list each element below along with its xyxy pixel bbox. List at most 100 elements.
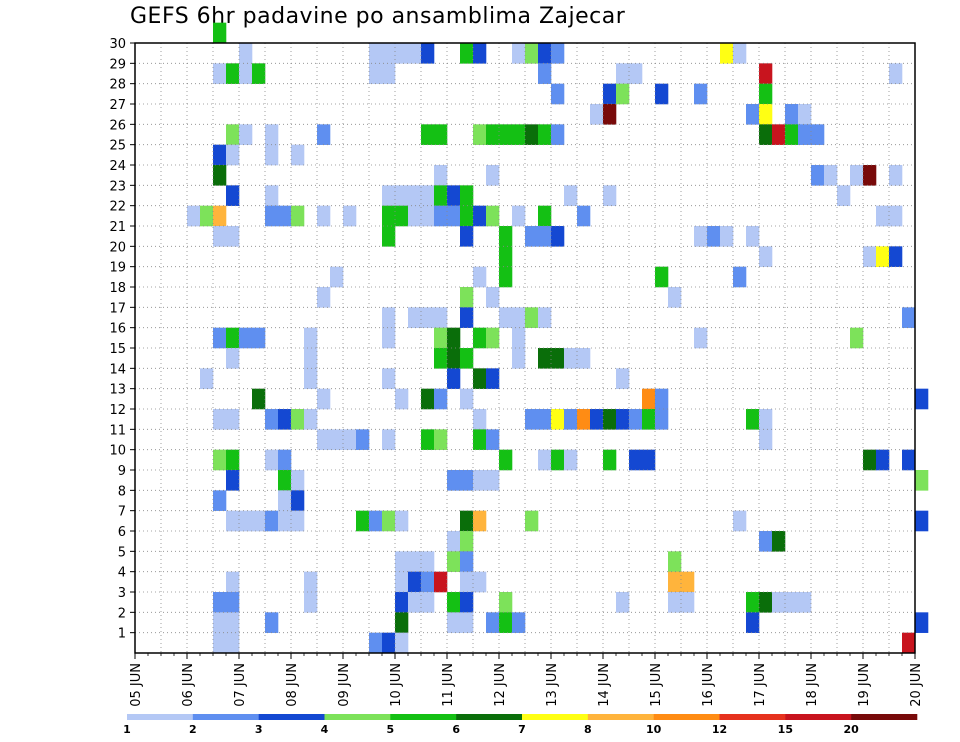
heatmap-cell [343,205,357,227]
heatmap-cell [395,612,409,633]
heatmap-cell [538,449,552,471]
heatmap-cell [265,510,279,532]
heatmap-cell [382,327,396,349]
heatmap-cell [317,388,331,410]
legend-swatch [851,714,918,720]
heatmap-cell [759,429,773,450]
heatmap-cell [551,348,565,369]
heatmap-cell [265,612,279,633]
heatmap-cell [213,144,227,166]
heatmap-cell [811,124,825,145]
heatmap-cell [317,429,331,450]
heatmap-cell [850,327,864,349]
heatmap-cell [512,348,526,369]
heatmap-cell [460,43,474,64]
heatmap-cell [486,368,500,389]
heatmap-cell [382,205,396,227]
heatmap-cell [603,83,617,105]
heatmap-cell [512,612,526,633]
y-tick-label: 1 [118,627,126,642]
heatmap-cell [486,165,500,186]
heatmap-cell [525,124,539,145]
heatmap-cell [655,409,669,430]
heatmap-cell [226,327,240,349]
heatmap-cell [525,409,539,430]
x-tick-label: 18 JUN [805,663,820,707]
heatmap-cell [759,104,773,125]
heatmap-cell [798,124,812,145]
heatmap-cell [577,205,591,227]
heatmap-cell [499,612,513,633]
heatmap-cell [239,327,253,349]
heatmap-cell [408,43,422,64]
heatmap-cell [603,449,617,471]
x-tick-label: 19 JUN [857,663,872,707]
heatmap-cell [278,490,292,511]
heatmap-cell [421,124,435,145]
heatmap-cell [304,368,318,389]
heatmap-cell [226,144,240,166]
heatmap-cell [811,165,825,186]
heatmap-cell [473,368,487,389]
heatmap-cell [616,83,630,105]
y-tick-label: 4 [118,566,126,581]
heatmap-cell [460,388,474,410]
heatmap-cell [278,470,292,491]
heatmap-cell [759,63,773,84]
heatmap-cell [434,124,448,145]
heatmap-cell [577,348,591,369]
legend-label: 20 [844,723,860,736]
heatmap-cell [252,63,266,84]
y-tick-label: 30 [109,37,126,52]
heatmap-cell [382,632,396,654]
heatmap-cell [538,307,552,328]
heatmap-cell [200,368,214,389]
legend-swatch [785,714,852,720]
y-tick-label: 12 [109,403,126,418]
heatmap-cell [525,43,539,64]
heatmap-cell [668,551,682,572]
heatmap-cell [733,510,747,532]
heatmap-cell [616,63,630,84]
legend-swatch [719,714,786,720]
heatmap-cell [460,205,474,227]
heatmap-cell [564,409,578,430]
heatmap-cell [486,287,500,308]
y-tick-label: 17 [109,301,126,316]
heatmap-cell [408,307,422,328]
heatmap-cell [239,510,253,532]
heatmap-cell [525,307,539,328]
heatmap-cell [642,388,656,410]
heatmap-cell [746,104,760,125]
heatmap-cell [382,307,396,328]
heatmap-cell [317,205,331,227]
y-tick-label: 8 [118,484,126,499]
legend-swatch [258,714,325,720]
x-tick-label: 05 JUN [129,663,144,707]
y-tick-label: 20 [109,240,126,255]
x-tick-label: 12 JUN [493,663,508,707]
heatmap-cell [551,83,565,105]
heatmap-cell [278,205,292,227]
heatmap-cell [239,124,253,145]
heatmap-cell [629,63,643,84]
heatmap-cell [551,226,565,247]
heatmap-cell [213,490,227,511]
heatmap-cell [733,43,747,64]
heatmap-cell [421,388,435,410]
heatmap-cell [499,124,513,145]
heatmap-cell [434,205,448,227]
heatmap-cell [655,83,669,105]
heatmap-cell [447,368,461,389]
heatmap-cell [369,632,383,654]
heatmap-cell [460,592,474,613]
heatmap-cell [681,571,695,593]
heatmap-cell [434,348,448,369]
heatmap-cell [590,409,604,430]
legend-label: 6 [452,723,460,736]
heatmap-cell [499,266,513,288]
heatmap-cell [590,104,604,125]
heatmap-cell [889,165,903,186]
heatmap-cell [551,43,565,64]
